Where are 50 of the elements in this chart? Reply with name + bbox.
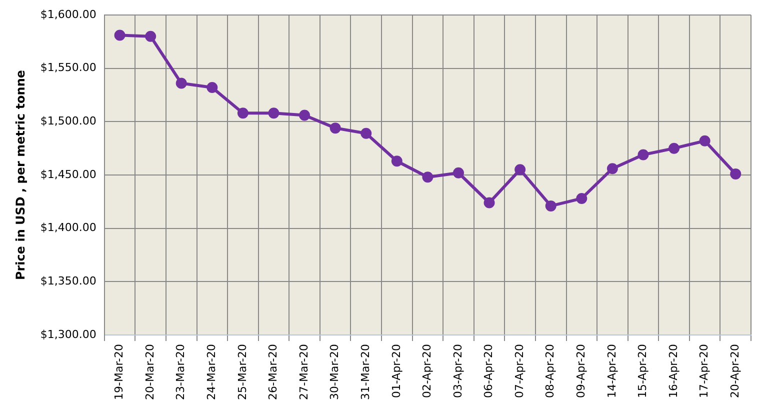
point bbox=[176, 78, 187, 89]
x-tick-label: 23-Mar-20 bbox=[174, 344, 188, 400]
point bbox=[360, 128, 372, 139]
x-tick-label: 08-Apr-20 bbox=[544, 344, 557, 398]
y-axis-title: Price in USD , per metric tonne bbox=[13, 70, 28, 280]
y-tick-label: $1,450.00 bbox=[40, 168, 96, 181]
x-tick-label: 30-Mar-20 bbox=[328, 344, 342, 400]
y-tick-label: $1,500.00 bbox=[40, 114, 96, 128]
point bbox=[606, 163, 618, 174]
point bbox=[299, 110, 310, 121]
point bbox=[730, 168, 742, 180]
point bbox=[638, 149, 649, 160]
point bbox=[484, 197, 495, 208]
point bbox=[145, 30, 156, 42]
x-tick-label: 15-Apr-20 bbox=[636, 344, 650, 398]
x-tick-label: 16-Apr-20 bbox=[666, 344, 680, 398]
x-tick-label: 02-Apr-20 bbox=[420, 344, 434, 398]
y-tick-label: $1,400.00 bbox=[40, 221, 96, 234]
x-tick-label: 17-Apr-20 bbox=[698, 344, 711, 398]
point bbox=[699, 135, 710, 146]
point bbox=[668, 142, 680, 154]
point bbox=[330, 122, 341, 134]
point bbox=[391, 156, 402, 167]
x-tick-label: 03-Apr-20 bbox=[451, 344, 464, 398]
x-tick-label: 25-Mar-20 bbox=[236, 344, 249, 400]
x-tick-label: 20-Mar-20 bbox=[143, 344, 156, 400]
y-tick-label: $1,550.00 bbox=[40, 61, 96, 74]
y-tick-label: $1,300.00 bbox=[40, 328, 96, 341]
x-tick-label: 24-Mar-20 bbox=[205, 344, 218, 400]
point bbox=[268, 108, 280, 119]
point bbox=[114, 30, 126, 41]
x-tick-label: 27-Mar-20 bbox=[297, 344, 310, 400]
point bbox=[514, 164, 526, 176]
y-tick-label: $1,350.00 bbox=[40, 274, 96, 288]
point bbox=[237, 108, 248, 119]
x-tick-label: 14-Apr-20 bbox=[605, 344, 618, 398]
point bbox=[422, 172, 434, 183]
y-tick-label: $1,600.00 bbox=[40, 8, 96, 21]
point bbox=[576, 192, 588, 204]
x-tick-label: 20-Apr-20 bbox=[728, 344, 742, 398]
x-tick-label: 19-Mar-20 bbox=[112, 344, 126, 400]
x-tick-label: 06-Apr-20 bbox=[482, 344, 496, 398]
x-tick-label: 26-Mar-20 bbox=[266, 344, 280, 400]
point bbox=[452, 167, 464, 178]
x-tick-label: 31-Mar-20 bbox=[358, 344, 372, 400]
x-tick-label: 01-Apr-20 bbox=[390, 344, 403, 398]
point bbox=[206, 82, 218, 94]
x-tick-label: 07-Apr-20 bbox=[512, 344, 526, 398]
x-tick-label: 09-Apr-20 bbox=[574, 344, 588, 398]
point bbox=[545, 200, 556, 212]
